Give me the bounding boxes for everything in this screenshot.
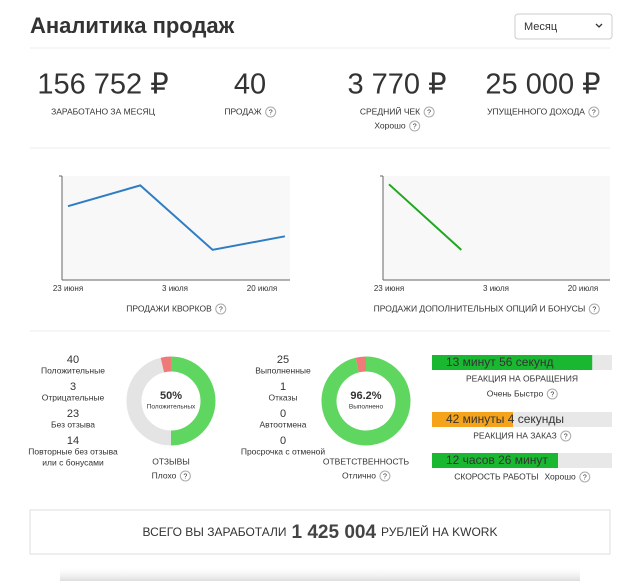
help-icon bbox=[379, 470, 391, 482]
help-icon bbox=[423, 106, 435, 118]
chart-title: ПРОДАЖИ КВОРКОВ bbox=[126, 303, 212, 313]
chart-title: ПРОДАЖИ ДОПОЛНИТЕЛЬНЫХ ОПЦИЙ И БОНУСЫ bbox=[374, 302, 586, 313]
block-title: ОТЗЫВЫ bbox=[152, 456, 190, 466]
total-amount: 1 425 004 bbox=[292, 522, 377, 543]
help-icon-glyph: ? bbox=[550, 391, 554, 398]
plot-area bbox=[62, 176, 290, 280]
help-icon bbox=[560, 430, 572, 442]
page-title: Аналитика продаж bbox=[30, 13, 235, 38]
total-box bbox=[29, 509, 611, 555]
help-icon bbox=[265, 106, 277, 118]
bar-fill bbox=[432, 355, 593, 370]
count-value: 23 bbox=[67, 408, 79, 420]
donut-segment bbox=[355, 356, 367, 373]
bar-label: РЕАКЦИЯ НА ОБРАЩЕНИЯ bbox=[466, 373, 578, 383]
help-icon bbox=[588, 106, 600, 118]
donut-center-label: Выполнено bbox=[349, 404, 384, 411]
footer-shadow bbox=[60, 566, 580, 581]
bar-text: 12 часов 26 минут bbox=[446, 453, 548, 467]
bar-rating: Очень Быстро bbox=[487, 388, 544, 398]
help-icon-glyph: ? bbox=[269, 109, 273, 116]
select-caret bbox=[595, 23, 603, 28]
donut-segment bbox=[126, 357, 172, 446]
help-icon bbox=[215, 303, 227, 315]
stat-label: ЗАРАБОТАНО ЗА МЕСЯЦ bbox=[51, 106, 156, 116]
bar-label: СКОРОСТЬ РАБОТЫ bbox=[454, 471, 538, 481]
help-icon-glyph: ? bbox=[564, 433, 568, 440]
donut-center-value: 50% bbox=[160, 390, 182, 402]
count-label: или с бонусами bbox=[42, 457, 104, 467]
x-tick-label: 3 июля bbox=[162, 284, 188, 293]
x-tick-label: 20 июля bbox=[568, 284, 598, 293]
count-value: 3 bbox=[70, 381, 76, 393]
help-icon-glyph: ? bbox=[219, 306, 223, 313]
donut-segment bbox=[321, 356, 411, 446]
stat-value: 156 752 ₽ bbox=[37, 69, 168, 101]
stat-label: УПУЩЕННОГО ДОХОДА bbox=[487, 106, 585, 116]
count-value: 1 bbox=[280, 381, 286, 393]
count-label: Положительные bbox=[41, 365, 105, 375]
donut-center-value: 96.2% bbox=[350, 390, 381, 402]
help-icon bbox=[179, 470, 191, 482]
count-value: 14 bbox=[67, 435, 79, 447]
bar-label: РЕАКЦИЯ НА ЗАКАЗ bbox=[473, 430, 557, 440]
count-label: Повторные без отзыва bbox=[28, 446, 118, 456]
count-label: Отрицательные bbox=[42, 392, 105, 402]
stat-value: 3 770 ₽ bbox=[347, 69, 446, 101]
x-tick-label: 3 июля bbox=[483, 284, 509, 293]
stat-label: СРЕДНИЙ ЧЕК bbox=[360, 105, 420, 116]
stat-value: 25 000 ₽ bbox=[485, 69, 600, 101]
help-icon bbox=[409, 120, 421, 132]
help-icon-glyph: ? bbox=[183, 473, 187, 480]
help-icon bbox=[579, 471, 591, 483]
period-select-label[interactable]: Месяц bbox=[524, 21, 558, 33]
stat-value: 40 bbox=[234, 69, 266, 101]
x-tick-label: 20 июля bbox=[247, 284, 277, 293]
block-rating: Плохо bbox=[152, 470, 177, 480]
total-prefix: ВСЕГО ВЫ ЗАРАБОТАЛИ bbox=[143, 525, 287, 539]
help-icon-glyph: ? bbox=[383, 473, 387, 480]
count-value: 25 bbox=[277, 354, 289, 366]
stat-rating: Хорошо bbox=[374, 120, 406, 130]
plot-area bbox=[383, 176, 610, 280]
x-tick-label: 23 июня bbox=[374, 284, 404, 293]
bar-fill bbox=[432, 453, 558, 468]
count-label: Отказы bbox=[268, 392, 297, 402]
help-icon bbox=[546, 388, 558, 400]
bar-fill bbox=[432, 412, 513, 427]
total-line: ВСЕГО ВЫ ЗАРАБОТАЛИ 1 425 004 РУБЛЕЙ НА KW… bbox=[143, 522, 498, 543]
bar-text: 42 минуты 4 секунды bbox=[446, 412, 564, 426]
chart-line bbox=[67, 184, 286, 251]
chart-line bbox=[388, 183, 462, 251]
x-tick-label: 23 июня bbox=[53, 284, 83, 293]
help-icon-glyph: ? bbox=[583, 474, 587, 481]
help-icon-glyph: ? bbox=[592, 109, 596, 116]
count-value: 0 bbox=[280, 408, 286, 420]
count-value: 0 bbox=[280, 435, 286, 447]
bar-rating: Хорошо bbox=[544, 471, 576, 481]
help-icon bbox=[588, 303, 600, 315]
period-select[interactable] bbox=[514, 13, 613, 40]
total-suffix: РУБЛЕЙ НА KWORK bbox=[381, 524, 497, 539]
count-label: Автоотмена bbox=[260, 419, 307, 429]
block-title: ОТВЕТСТВЕННОСТЬ bbox=[323, 456, 410, 466]
help-icon-glyph: ? bbox=[592, 306, 596, 313]
count-label: Просрочка с отменой bbox=[241, 446, 326, 456]
donut-center-label: Положительных bbox=[147, 404, 196, 411]
bar-text: 13 минут 56 секунд bbox=[446, 355, 553, 369]
help-icon-glyph: ? bbox=[413, 123, 417, 130]
donut-segment bbox=[170, 356, 216, 446]
count-label: Без отзыва bbox=[51, 419, 95, 429]
block-rating: Отлично bbox=[342, 470, 376, 480]
donut-segment bbox=[160, 356, 172, 373]
help-icon-glyph: ? bbox=[427, 109, 431, 116]
count-value: 40 bbox=[67, 354, 79, 366]
count-label: Выполненные bbox=[255, 365, 311, 375]
stat-label: ПРОДАЖ bbox=[224, 106, 261, 116]
